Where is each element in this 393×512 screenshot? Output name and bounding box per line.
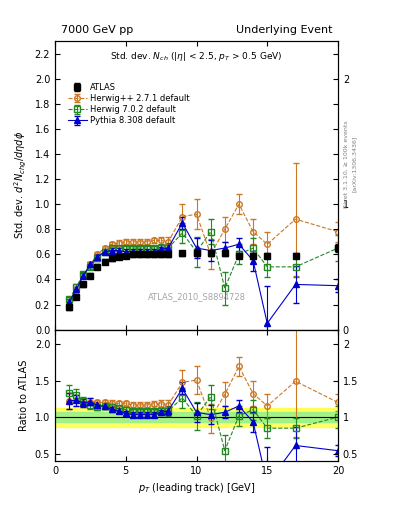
Legend: ATLAS, Herwig++ 2.7.1 default, Herwig 7.0.2 default, Pythia 8.308 default: ATLAS, Herwig++ 2.7.1 default, Herwig 7.…	[65, 80, 193, 129]
Text: 7000 GeV pp: 7000 GeV pp	[61, 25, 133, 35]
Text: ATLAS_2010_S8894728: ATLAS_2010_S8894728	[147, 292, 246, 301]
Text: Rivet 3.1.10, ≥ 100k events: Rivet 3.1.10, ≥ 100k events	[344, 120, 349, 208]
Y-axis label: Std. dev. $d^2N_{chg}/d\eta d\phi$: Std. dev. $d^2N_{chg}/d\eta d\phi$	[13, 131, 29, 239]
Text: [arXiv:1306.3436]: [arXiv:1306.3436]	[352, 136, 357, 192]
Bar	[55, 408, 338, 426]
Y-axis label: Ratio to ATLAS: Ratio to ATLAS	[19, 359, 29, 431]
Text: Underlying Event: Underlying Event	[236, 25, 332, 35]
X-axis label: $p_T$ (leading track) [GeV]: $p_T$ (leading track) [GeV]	[138, 481, 255, 495]
Bar	[55, 412, 338, 422]
Text: Std. dev. $N_{ch}$ ($|\eta|$ < 2.5, $p_T$ > 0.5 GeV): Std. dev. $N_{ch}$ ($|\eta|$ < 2.5, $p_T…	[110, 50, 283, 62]
